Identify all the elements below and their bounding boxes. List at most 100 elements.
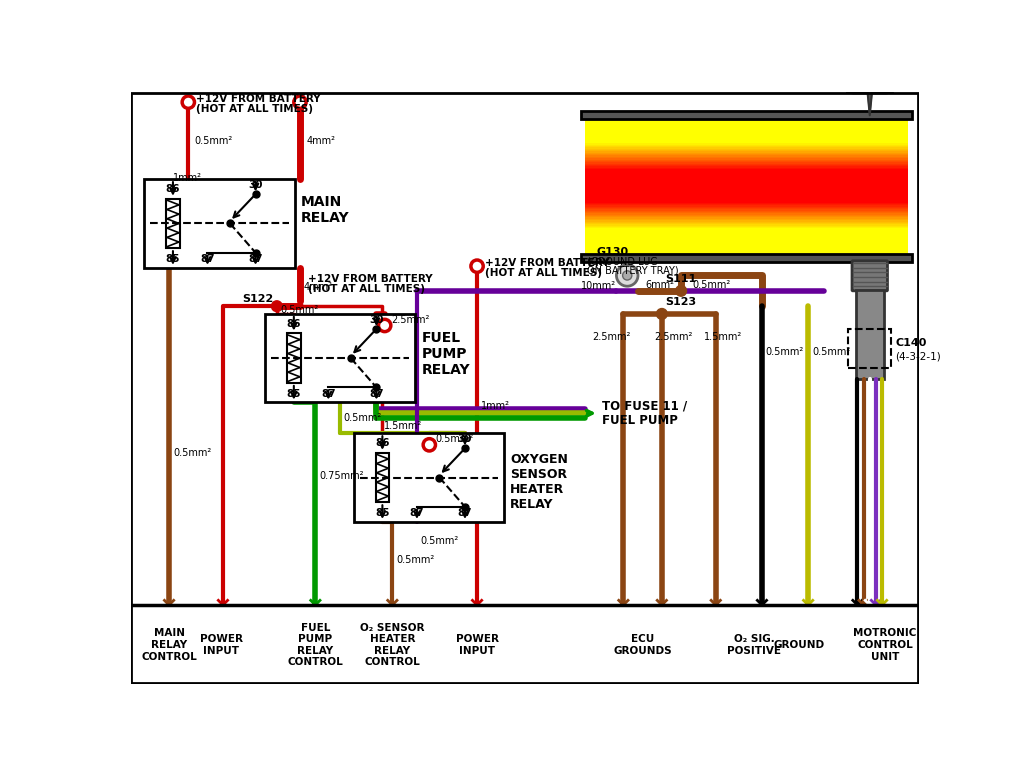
Bar: [585, 204, 908, 207]
Bar: [265, 314, 416, 402]
Bar: [585, 133, 908, 135]
Text: MOTRONIC
CONTROL
UNIT: MOTRONIC CONTROL UNIT: [853, 628, 916, 661]
Bar: [585, 125, 908, 127]
Bar: [585, 154, 908, 155]
Bar: [585, 136, 908, 138]
Text: +12V FROM BATTERY: +12V FROM BATTERY: [307, 274, 432, 284]
Bar: [585, 229, 908, 231]
Bar: [848, 329, 891, 368]
Bar: [585, 179, 908, 181]
Bar: [585, 194, 908, 196]
Bar: [585, 127, 908, 128]
Bar: [585, 233, 908, 235]
Bar: [585, 243, 908, 246]
Bar: [585, 167, 908, 169]
Text: S111: S111: [666, 274, 696, 284]
Circle shape: [676, 286, 686, 296]
Text: O₂ SIG.
POSITIVE: O₂ SIG. POSITIVE: [727, 634, 781, 656]
Bar: [585, 164, 908, 167]
Text: 87: 87: [248, 254, 263, 264]
Bar: [585, 220, 908, 221]
Text: 85: 85: [287, 389, 301, 399]
Text: (HOT AT ALL TIMES): (HOT AT ALL TIMES): [484, 268, 602, 278]
Text: FUEL
PUMP
RELAY: FUEL PUMP RELAY: [422, 330, 470, 377]
Bar: [354, 433, 504, 521]
Bar: [585, 147, 908, 149]
Bar: [585, 122, 908, 124]
Text: 1.5mm²: 1.5mm²: [705, 332, 742, 342]
Text: 0.5mm²: 0.5mm²: [195, 136, 232, 146]
Text: 0.5mm²: 0.5mm²: [173, 448, 211, 458]
Bar: [585, 154, 908, 157]
Bar: [585, 195, 908, 197]
Bar: [585, 198, 908, 200]
Bar: [585, 172, 908, 174]
Bar: [585, 177, 908, 180]
Bar: [585, 131, 908, 133]
Text: 85: 85: [375, 508, 390, 518]
Circle shape: [423, 439, 435, 451]
Bar: [585, 187, 908, 189]
Bar: [585, 190, 908, 192]
Text: +12V FROM BATTERY: +12V FROM BATTERY: [484, 258, 609, 268]
Text: (HOT AT ALL TIMES): (HOT AT ALL TIMES): [196, 104, 313, 114]
Text: O₂ SENSOR
HEATER
RELAY
CONTROL: O₂ SENSOR HEATER RELAY CONTROL: [360, 623, 425, 667]
Bar: [581, 111, 912, 119]
Bar: [585, 168, 908, 170]
Text: 4mm²: 4mm²: [304, 282, 333, 292]
Bar: [585, 177, 908, 178]
Text: 0.5mm²: 0.5mm²: [692, 280, 731, 290]
Circle shape: [182, 96, 195, 108]
Text: POWER
INPUT: POWER INPUT: [456, 634, 499, 656]
Text: 0.5mm²: 0.5mm²: [421, 536, 459, 546]
Bar: [585, 121, 908, 123]
Bar: [585, 184, 908, 187]
Bar: [166, 199, 179, 248]
Text: ECU
GROUNDS: ECU GROUNDS: [613, 634, 672, 656]
Bar: [585, 134, 908, 137]
Bar: [585, 186, 908, 188]
Bar: [585, 220, 908, 223]
Bar: [585, 202, 908, 204]
Bar: [585, 143, 908, 144]
Text: 2.5mm²: 2.5mm²: [593, 332, 631, 342]
Bar: [585, 247, 908, 249]
Bar: [585, 191, 908, 194]
Bar: [585, 237, 908, 239]
Bar: [585, 151, 908, 153]
Bar: [585, 149, 908, 151]
Circle shape: [294, 96, 306, 108]
Bar: [585, 238, 908, 240]
Text: +12V FROM BATTERY: +12V FROM BATTERY: [196, 94, 321, 104]
Text: MAIN
RELAY: MAIN RELAY: [301, 195, 349, 225]
Bar: [585, 215, 908, 217]
Bar: [585, 241, 908, 243]
Text: 87: 87: [322, 389, 336, 399]
Bar: [585, 188, 908, 190]
Bar: [585, 200, 908, 203]
Bar: [585, 156, 908, 158]
Text: 6mm²: 6mm²: [645, 280, 674, 290]
Bar: [585, 124, 908, 126]
Bar: [585, 223, 908, 226]
Text: 86: 86: [166, 184, 180, 194]
Text: 86: 86: [375, 438, 390, 448]
FancyBboxPatch shape: [848, 87, 892, 94]
Text: 2.5mm²: 2.5mm²: [391, 315, 429, 325]
Bar: [585, 252, 908, 254]
Bar: [585, 249, 908, 251]
Bar: [585, 199, 908, 201]
Text: 30: 30: [370, 315, 384, 325]
Bar: [585, 180, 908, 183]
Text: (HOT AT ALL TIMES): (HOT AT ALL TIMES): [307, 283, 425, 293]
Text: 1mm²: 1mm²: [481, 402, 510, 412]
Bar: [585, 183, 908, 185]
Bar: [585, 204, 908, 205]
Text: POWER
INPUT: POWER INPUT: [200, 634, 243, 656]
Circle shape: [656, 309, 668, 319]
Bar: [585, 236, 908, 237]
Text: 1mm²: 1mm²: [173, 173, 202, 183]
Text: 0.75mm²: 0.75mm²: [319, 471, 364, 481]
Bar: [585, 225, 908, 227]
Bar: [585, 118, 908, 121]
